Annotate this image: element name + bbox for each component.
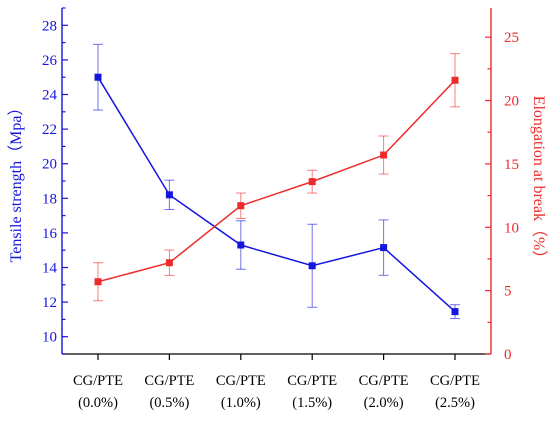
x-tick-label: (0.0%): [78, 395, 118, 411]
x-tick-label: CG/PTE: [216, 373, 266, 389]
series-2-line: [97, 79, 456, 283]
x-tick-label: CG/PTE: [359, 373, 409, 389]
y-right-tick-label: 0: [504, 347, 512, 363]
x-tick-label: CG/PTE: [73, 373, 123, 389]
x-tick-label: (1.5%): [292, 395, 332, 411]
y-left-tick-label: 16: [42, 226, 58, 242]
y-left-tick-label: 10: [42, 330, 57, 346]
series-2-point: [308, 178, 316, 186]
series-2-point: [165, 259, 173, 267]
y-left-tick-label: 24: [42, 88, 58, 104]
series-1-point: [237, 241, 245, 249]
x-tick-label: CG/PTE: [430, 373, 480, 389]
y-left-tick-label: 22: [42, 122, 57, 138]
series-2-point: [380, 151, 388, 159]
y-left-tick-label: 26: [42, 53, 58, 69]
y-right-tick-label: 20: [504, 94, 519, 110]
series-1-point: [451, 308, 459, 316]
series-2-point: [94, 278, 102, 286]
y-right-tick-label: 25: [504, 30, 519, 46]
series-1-point: [380, 244, 388, 252]
x-tick-label: CG/PTE: [287, 373, 337, 389]
series-2-point: [451, 76, 459, 84]
x-tick-label: (2.0%): [364, 395, 404, 411]
y-left-tick-label: 18: [42, 191, 57, 207]
labels-layer: CG/PTE (0.0%) CG/PTE (0.5%) CG/PTE (1.0%) CG/P…: [7, 18, 548, 411]
axes: [61, 7, 492, 360]
series-1-point: [308, 262, 316, 270]
x-tick-label: CG/PTE: [144, 373, 194, 389]
series-1-line: [97, 76, 456, 313]
y-left-tick-label: 28: [42, 18, 57, 34]
series-layer: [93, 43, 460, 320]
y-left-tick-label: 20: [42, 157, 57, 173]
x-tick-label: (1.0%): [221, 395, 261, 411]
y-left-tick-label: 14: [42, 261, 58, 277]
series-1-point: [165, 191, 173, 199]
y-right-tick-label: 10: [504, 220, 519, 236]
series-2-point: [237, 202, 245, 210]
y-left-tick-label: 12: [42, 295, 57, 311]
y-right-tick-label: 15: [504, 157, 519, 173]
y-left-axis-title: Tensile strength（Mpa）: [7, 100, 25, 263]
x-tick-label: (2.5%): [435, 395, 475, 411]
y-right-tick-label: 5: [504, 284, 512, 300]
y-right-axis-title: Elongation at break（%）: [530, 96, 548, 267]
series-1-point: [94, 73, 102, 81]
x-tick-label: (0.5%): [149, 395, 189, 411]
